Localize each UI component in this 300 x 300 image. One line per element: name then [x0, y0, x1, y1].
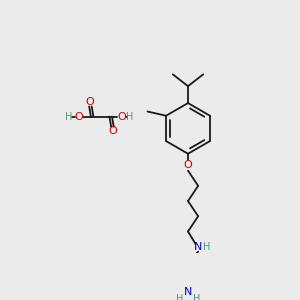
Text: H: H [176, 294, 183, 300]
Text: N: N [184, 287, 192, 297]
Text: N: N [194, 242, 202, 252]
Text: O: O [184, 160, 192, 170]
Text: H: H [126, 112, 134, 122]
Text: O: O [117, 112, 126, 122]
Text: O: O [85, 97, 94, 107]
Text: O: O [109, 126, 117, 136]
Text: H: H [65, 112, 73, 122]
Text: O: O [75, 112, 83, 122]
Text: H: H [203, 242, 210, 252]
Text: H: H [193, 294, 200, 300]
